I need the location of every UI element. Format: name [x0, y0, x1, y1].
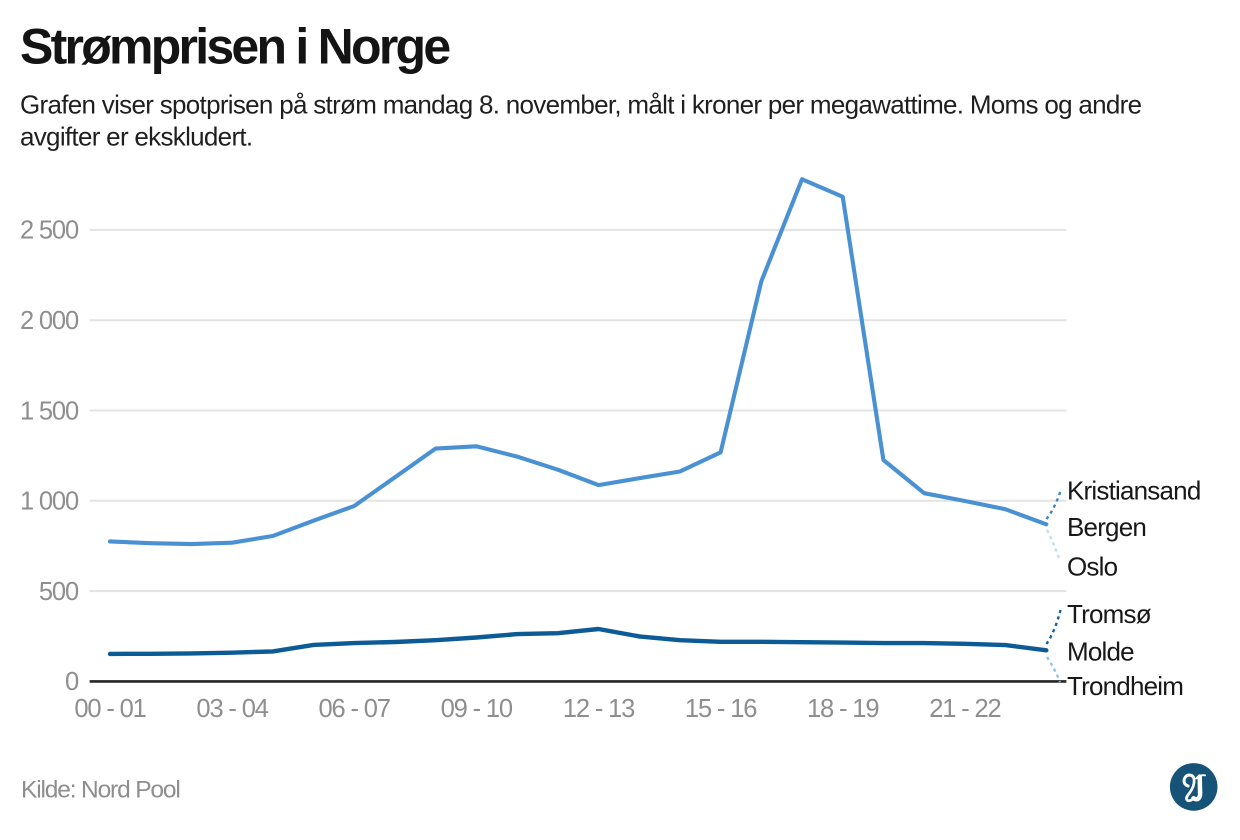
svg-text:1 500: 1 500 — [20, 397, 79, 425]
svg-text:18 - 19: 18 - 19 — [807, 695, 878, 723]
svg-text:Tromsø: Tromsø — [1067, 599, 1152, 629]
svg-text:Trondheim: Trondheim — [1067, 671, 1183, 701]
svg-text:Kilde: Nord Pool: Kilde: Nord Pool — [21, 777, 180, 804]
svg-text:06 - 07: 06 - 07 — [319, 695, 390, 723]
svg-text:avgifter er ekskludert.: avgifter er ekskludert. — [20, 121, 252, 151]
svg-text:Bergen: Bergen — [1067, 512, 1146, 542]
svg-text:0: 0 — [65, 668, 79, 696]
svg-text:Grafen viser spotprisen på str: Grafen viser spotprisen på strøm mandag … — [20, 89, 1142, 119]
svg-text:2 000: 2 000 — [20, 307, 79, 335]
svg-text:Oslo: Oslo — [1067, 552, 1118, 582]
svg-text:500: 500 — [39, 578, 79, 606]
svg-text:Kristiansand: Kristiansand — [1067, 476, 1200, 506]
svg-text:03 - 04: 03 - 04 — [196, 695, 268, 723]
svg-text:Strømprisen i Norge: Strømprisen i Norge — [20, 19, 450, 75]
svg-text:00 - 01: 00 - 01 — [74, 695, 145, 723]
svg-text:09 - 10: 09 - 10 — [441, 695, 513, 723]
svg-text:12 - 13: 12 - 13 — [563, 695, 635, 723]
svg-text:Molde: Molde — [1067, 636, 1134, 666]
svg-text:21 - 22: 21 - 22 — [929, 695, 1000, 723]
svg-text:15 - 16: 15 - 16 — [685, 695, 757, 723]
svg-text:1 000: 1 000 — [20, 488, 79, 516]
svg-text:2 500: 2 500 — [20, 217, 79, 245]
